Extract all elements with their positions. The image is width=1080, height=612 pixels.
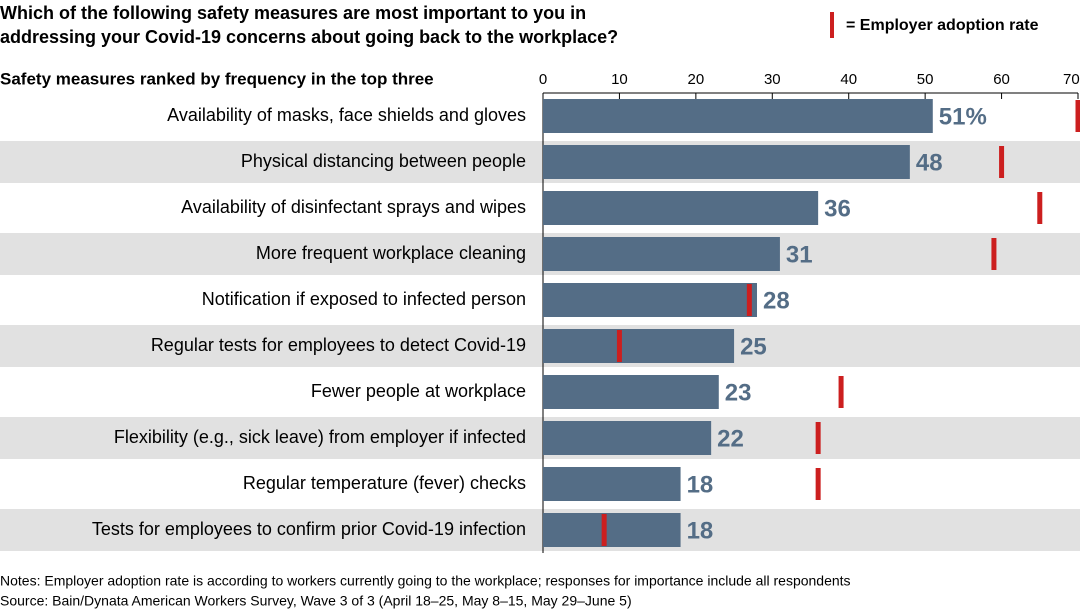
bar — [543, 467, 681, 501]
value-label: 36 — [824, 195, 851, 222]
chart-title: addressing your Covid-19 concerns about … — [0, 27, 618, 47]
adoption-marker — [815, 468, 821, 500]
x-tick-label: 30 — [764, 71, 781, 88]
bar — [543, 237, 780, 271]
y-tick-label: Fewer people at workplace — [311, 381, 526, 401]
value-label: 25 — [740, 333, 767, 360]
note: Notes: Employer adoption rate is accordi… — [0, 573, 851, 589]
value-label: 23 — [725, 379, 752, 406]
bar — [543, 191, 819, 225]
adoption-marker — [991, 238, 997, 270]
y-tick-label: Physical distancing between people — [241, 151, 526, 171]
x-tick-label: 50 — [917, 71, 934, 88]
bar — [543, 421, 712, 455]
y-tick-label: Availability of masks, face shields and … — [167, 105, 526, 125]
adoption-marker — [616, 330, 622, 362]
bar — [543, 513, 681, 547]
y-tick-label: Tests for employees to confirm prior Cov… — [92, 519, 526, 539]
y-tick-label: Flexibility (e.g., sick leave) from empl… — [114, 427, 526, 447]
x-tick-label: 20 — [688, 71, 705, 88]
adoption-marker — [601, 514, 607, 546]
x-tick-label: 0 — [539, 71, 547, 88]
x-tick-label: 10 — [611, 71, 628, 88]
bar — [543, 375, 719, 409]
row-band — [0, 509, 1080, 551]
y-tick-label: Availability of disinfectant sprays and … — [181, 197, 526, 217]
adoption-marker — [838, 376, 844, 408]
chart-subtitle: Safety measures ranked by frequency in t… — [0, 69, 434, 88]
adoption-marker — [1037, 192, 1043, 224]
bar — [543, 145, 910, 179]
row-band — [0, 233, 1080, 275]
x-tick-label: 70% — [1063, 71, 1080, 88]
row-band — [0, 325, 1080, 367]
value-label: 18 — [687, 471, 714, 498]
x-tick-label: 40 — [840, 71, 857, 88]
adoption-marker — [746, 284, 752, 316]
value-label: 48 — [916, 149, 943, 176]
note: Source: Bain/Dynata American Workers Sur… — [0, 593, 632, 609]
y-tick-label: Regular tests for employees to detect Co… — [151, 335, 526, 355]
adoption-marker — [1075, 100, 1080, 132]
value-label: 18 — [687, 517, 714, 544]
y-tick-label: More frequent workplace cleaning — [256, 243, 526, 263]
y-tick-label: Notification if exposed to infected pers… — [202, 289, 526, 309]
bar — [543, 329, 735, 363]
y-tick-label: Regular temperature (fever) checks — [243, 473, 526, 493]
value-label: 28 — [763, 287, 790, 314]
adoption-marker — [815, 422, 821, 454]
value-label: 31 — [786, 241, 813, 268]
adoption-marker — [999, 146, 1005, 178]
chart-title: Which of the following safety measures a… — [0, 3, 586, 23]
legend-swatch — [830, 12, 834, 38]
legend-label: = Employer adoption rate — [846, 17, 1039, 34]
value-label: 22 — [717, 425, 744, 452]
x-tick-label: 60 — [993, 71, 1010, 88]
bar — [543, 283, 757, 317]
value-label: 51% — [939, 103, 987, 130]
row-band — [0, 417, 1080, 459]
bar — [543, 99, 933, 133]
